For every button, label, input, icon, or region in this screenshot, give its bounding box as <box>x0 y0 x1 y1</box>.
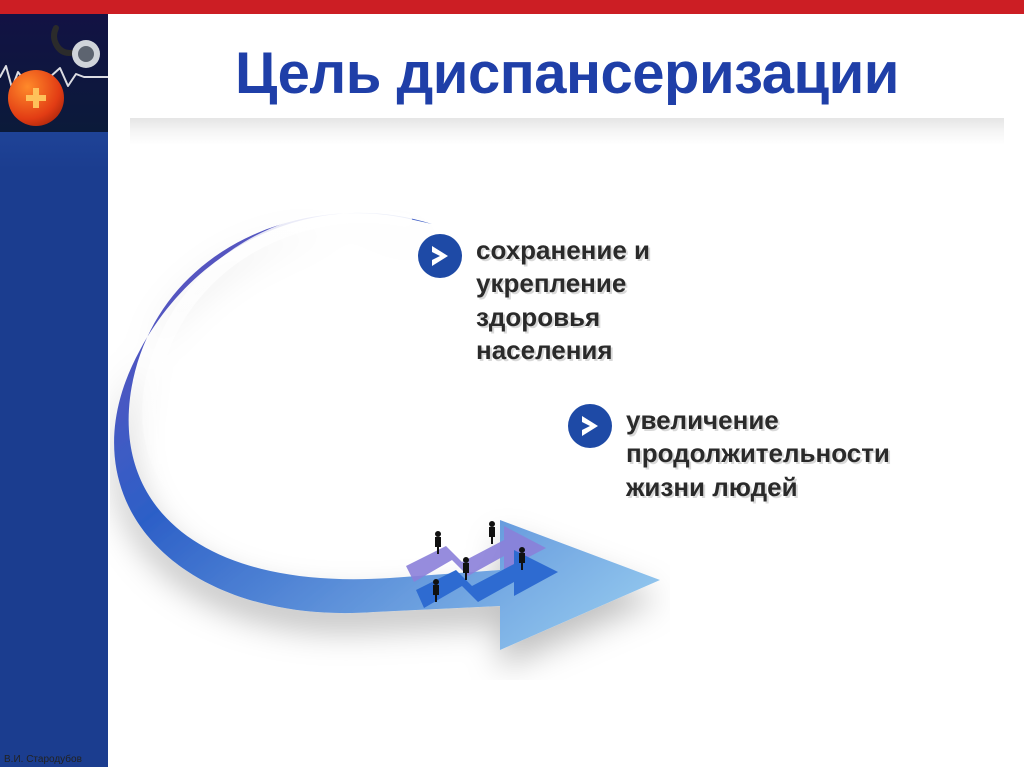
arrow-right-circle-icon <box>568 404 612 448</box>
page-title: Цель диспансеризации <box>130 40 1004 107</box>
logo-plus-icon <box>24 86 48 110</box>
bullet-text: сохранение и укрепление здоровья населен… <box>476 234 650 367</box>
bullet-text: увеличение продолжительности жизни людей <box>626 404 890 504</box>
title-shadow <box>130 118 1004 148</box>
bullet-item: увеличение продолжительности жизни людей <box>568 404 890 504</box>
people-arrows-icon <box>396 504 596 624</box>
logo-block <box>0 14 108 132</box>
stethoscope-icon <box>46 22 108 92</box>
footer-credit: В.И. Стародубов <box>4 754 82 765</box>
arrow-right-circle-icon <box>418 234 462 278</box>
top-red-bar <box>0 0 1024 14</box>
bullet-item: сохранение и укрепление здоровья населен… <box>418 234 650 367</box>
